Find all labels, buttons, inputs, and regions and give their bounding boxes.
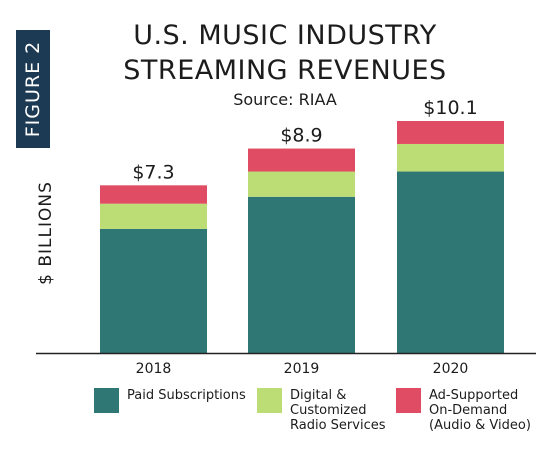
legend-label-ad: Ad-Supported On-Demand (Audio & Video) <box>429 388 549 433</box>
bar-2020-ad <box>397 121 504 144</box>
x-tick-2019: 2019 <box>284 361 320 377</box>
legend-label-digital-line3: Radio Services <box>290 418 386 433</box>
figure-tab: FIGURE 2 <box>16 30 50 148</box>
legend-label-ad-line3: (Audio & Video) <box>429 418 531 433</box>
bar-2020-digital <box>397 143 504 172</box>
chart-title-line1: U.S. MUSIC INDUSTRY <box>133 20 437 51</box>
chart-title-line2: STREAMING REVENUES <box>123 55 447 86</box>
total-label-2018: $7.3 <box>132 161 174 183</box>
legend-label-digital: Digital & Customized Radio Services <box>290 388 410 433</box>
total-label-2019: $8.9 <box>280 125 322 147</box>
bar-2019-paid <box>248 196 355 353</box>
legend-label-digital-line1: Digital & <box>290 388 347 403</box>
bar-2019-ad <box>248 148 355 172</box>
chart-subtitle: Source: RIAA <box>233 90 337 109</box>
legend-label-digital-line2: Customized <box>290 403 367 418</box>
bar-2018-ad <box>100 185 207 204</box>
legend-swatch-digital <box>257 388 282 413</box>
bar-2018-paid <box>100 228 207 353</box>
bar-2019-digital <box>248 171 355 197</box>
bar-2018-digital <box>100 203 207 229</box>
legend-label-ad-line1: Ad-Supported <box>429 388 519 403</box>
x-tick-2018: 2018 <box>136 361 172 377</box>
legend-swatch-ad <box>396 388 421 413</box>
legend-label-paid-line1: Paid Subscriptions <box>127 388 246 403</box>
legend-label-paid: Paid Subscriptions <box>127 388 247 403</box>
total-label-2020: $10.1 <box>423 97 477 119</box>
bar-2020-paid <box>397 171 504 353</box>
x-tick-2020: 2020 <box>433 361 469 377</box>
legend-swatch-paid <box>94 388 119 413</box>
legend-label-ad-line2: On-Demand <box>429 403 508 418</box>
